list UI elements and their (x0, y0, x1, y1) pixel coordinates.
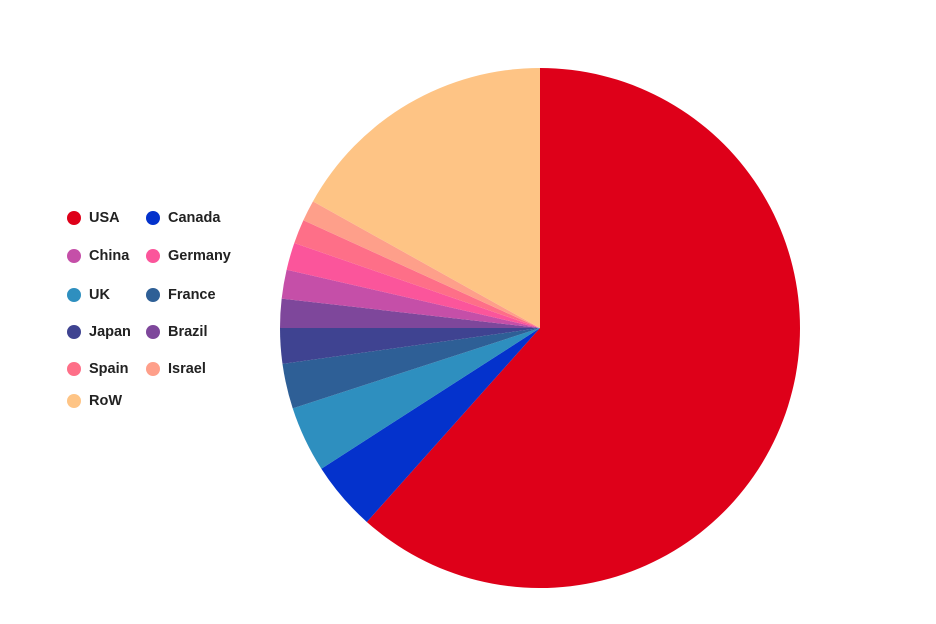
legend-swatch (146, 362, 160, 376)
legend-label: USA (89, 210, 120, 226)
pie-slice-germany (286, 243, 540, 328)
legend-item-china: China (67, 246, 129, 266)
legend-swatch (67, 362, 81, 376)
pie-slice-japan (280, 328, 540, 364)
legend-item-france: France (146, 285, 216, 305)
pie-slice-china (281, 269, 540, 328)
legend-item-canada: Canada (146, 208, 220, 228)
pie-slice-uk (292, 328, 540, 469)
pie-slice-brazil (280, 298, 540, 328)
legend-item-uk: UK (67, 285, 110, 305)
legend-label: Israel (168, 361, 206, 377)
legend-swatch (146, 325, 160, 339)
pie-slice-israel (303, 201, 540, 328)
legend-label: France (168, 287, 216, 303)
pie-slice-row (312, 68, 540, 328)
legend-item-germany: Germany (146, 246, 231, 266)
legend-label: Japan (89, 324, 131, 340)
legend-item-israel: Israel (146, 359, 206, 379)
legend-item-japan: Japan (67, 322, 131, 342)
legend-label: RoW (89, 393, 123, 409)
legend-swatch (146, 211, 160, 225)
legend-label: Brazil (168, 324, 208, 340)
legend-item-row: RoW (67, 391, 122, 411)
legend-label: UK (89, 287, 110, 303)
legend-label: Germany (168, 248, 231, 264)
pie-slice-france (282, 328, 540, 409)
legend-swatch (67, 211, 81, 225)
legend-swatch (67, 249, 81, 263)
legend-label: China (89, 248, 130, 264)
pie-slice-spain (294, 220, 540, 328)
pie-slice-canada (321, 328, 540, 522)
legend-swatch (67, 288, 81, 302)
pie-slice-usa (366, 68, 800, 588)
legend-item-brazil: Brazil (146, 322, 208, 342)
legend-item-usa: USA (67, 208, 120, 228)
legend-label: Spain (89, 361, 129, 377)
legend-label: Canada (168, 210, 221, 226)
legend-swatch (67, 325, 81, 339)
legend-swatch (146, 288, 160, 302)
legend-item-spain: Spain (67, 359, 128, 379)
legend-swatch (67, 394, 81, 408)
legend-swatch (146, 249, 160, 263)
